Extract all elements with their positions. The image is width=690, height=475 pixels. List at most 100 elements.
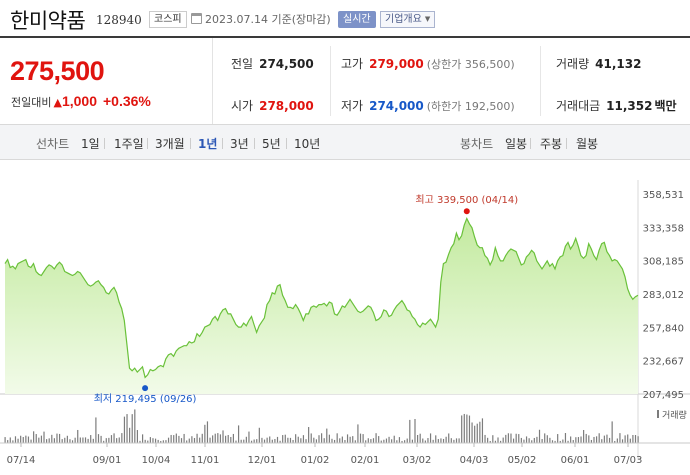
volume-bar — [209, 437, 211, 443]
volume-bar — [546, 435, 548, 443]
x-tick-label: 09/01 — [93, 455, 122, 466]
volume-bar — [245, 436, 247, 443]
y-tick-label: 358,531 — [643, 190, 684, 201]
company-overview-dropdown[interactable]: 기업개요 ▼ — [380, 11, 436, 28]
candle-daily[interactable]: 일봉 — [505, 137, 528, 151]
volume-bar — [507, 433, 509, 443]
stat-volume: 거래량 41,132 — [556, 55, 641, 72]
volume-bar — [611, 421, 613, 443]
volume-bar — [598, 433, 600, 443]
volume-bar — [284, 434, 286, 443]
volume-bar — [370, 439, 372, 443]
volume-bar — [103, 440, 105, 443]
volume-bar — [339, 438, 341, 443]
period-3y[interactable]: 3년 — [230, 137, 249, 151]
stat-trading-amount: 거래대금 11,352 백만 — [556, 97, 677, 114]
volume-bar — [416, 434, 419, 443]
volume-bar — [463, 413, 465, 443]
volume-bar — [204, 424, 206, 443]
volume-bar — [7, 440, 9, 443]
volume-bar — [328, 434, 330, 443]
separator — [286, 138, 287, 149]
volume-bar — [243, 439, 245, 443]
volume-bar — [300, 438, 302, 443]
volume-bar — [69, 439, 71, 443]
volume-bar — [74, 437, 76, 443]
volume-bar — [512, 438, 515, 443]
volume-bar — [341, 436, 343, 443]
volume-bar — [297, 436, 299, 443]
volume-bar — [38, 437, 40, 443]
volume-bar — [188, 438, 190, 443]
volume-bar — [126, 414, 128, 443]
current-price: 275,500 — [10, 56, 105, 86]
volume-bar — [333, 439, 336, 443]
volume-bar — [533, 437, 535, 443]
period-1y[interactable]: 1년 — [198, 137, 218, 151]
stock-name: 한미약품 — [10, 9, 86, 33]
realtime-button[interactable]: 실시간 — [338, 11, 376, 28]
volume-bar — [134, 409, 136, 443]
candle-weekly[interactable]: 주봉 — [540, 137, 563, 151]
y-tick-label: 308,185 — [643, 257, 684, 268]
volume-bar — [326, 428, 328, 443]
x-tick-label: 07/03 — [614, 455, 643, 466]
volume-bar — [440, 438, 442, 443]
volume-bar — [196, 433, 198, 443]
volume-bar — [352, 436, 354, 443]
price-change: 전일대비 ▲1,000 +0.36% — [11, 93, 151, 110]
volume-bar — [105, 438, 107, 443]
volume-bar — [79, 437, 81, 443]
stat-label: 거래량 — [556, 57, 590, 71]
price-chart[interactable]: 358,531 333,358 308,185 283,012 257,840 232,6… — [0, 180, 690, 475]
period-1d[interactable]: 1일 — [81, 137, 100, 151]
stat-value: 279,000 — [369, 57, 424, 71]
volume-bar — [409, 419, 411, 443]
volume-bar — [180, 438, 183, 443]
price-area — [5, 218, 638, 394]
volume-bar — [305, 439, 307, 443]
volume-bar — [398, 437, 401, 443]
volume-bar — [217, 433, 219, 443]
volume-bar — [634, 435, 637, 443]
stat-prev-close: 전일 274,500 — [231, 55, 314, 72]
volume-bar — [191, 436, 193, 443]
volume-bar — [12, 440, 14, 443]
volume-bar — [393, 435, 395, 443]
volume-bar — [536, 436, 538, 443]
volume-bar — [46, 439, 48, 443]
volume-bar — [276, 436, 279, 443]
period-10y[interactable]: 10년 — [294, 137, 321, 151]
volume-bar — [92, 438, 94, 443]
volume-bar — [64, 437, 66, 443]
volume-bar — [253, 439, 255, 443]
volume-bar — [629, 438, 631, 443]
period-1w[interactable]: 1주일 — [114, 137, 144, 151]
volume-bar — [583, 429, 585, 443]
volume-bar — [97, 434, 100, 443]
x-tick-label: 02/01 — [351, 455, 380, 466]
chevron-down-icon: ▼ — [424, 15, 431, 23]
period-5y[interactable]: 5년 — [262, 137, 281, 151]
volume-bar — [481, 418, 484, 443]
calendar-icon — [191, 13, 202, 24]
volume-legend-label: 거래량 — [662, 409, 687, 421]
candle-monthly[interactable]: 월봉 — [576, 137, 599, 151]
volume-bar — [411, 439, 413, 443]
volume-bar — [175, 433, 177, 443]
period-3m[interactable]: 3개월 — [155, 137, 185, 151]
y-tick-label: 333,358 — [643, 223, 684, 234]
volume-bar — [461, 415, 463, 443]
stat-value: 41,132 — [595, 57, 642, 71]
volume-bar — [471, 422, 473, 443]
volume-bar — [372, 438, 375, 443]
volume-bar — [258, 427, 260, 443]
volume-bar — [308, 427, 310, 443]
x-tick-label: 01/02 — [301, 455, 330, 466]
high-label: 최고 339,500 (04/14) — [415, 194, 518, 206]
volume-bar — [505, 434, 507, 443]
volume-bar — [139, 440, 141, 443]
volume-bar — [632, 434, 634, 443]
volume-bar — [385, 438, 388, 443]
volume-bar — [391, 439, 393, 443]
